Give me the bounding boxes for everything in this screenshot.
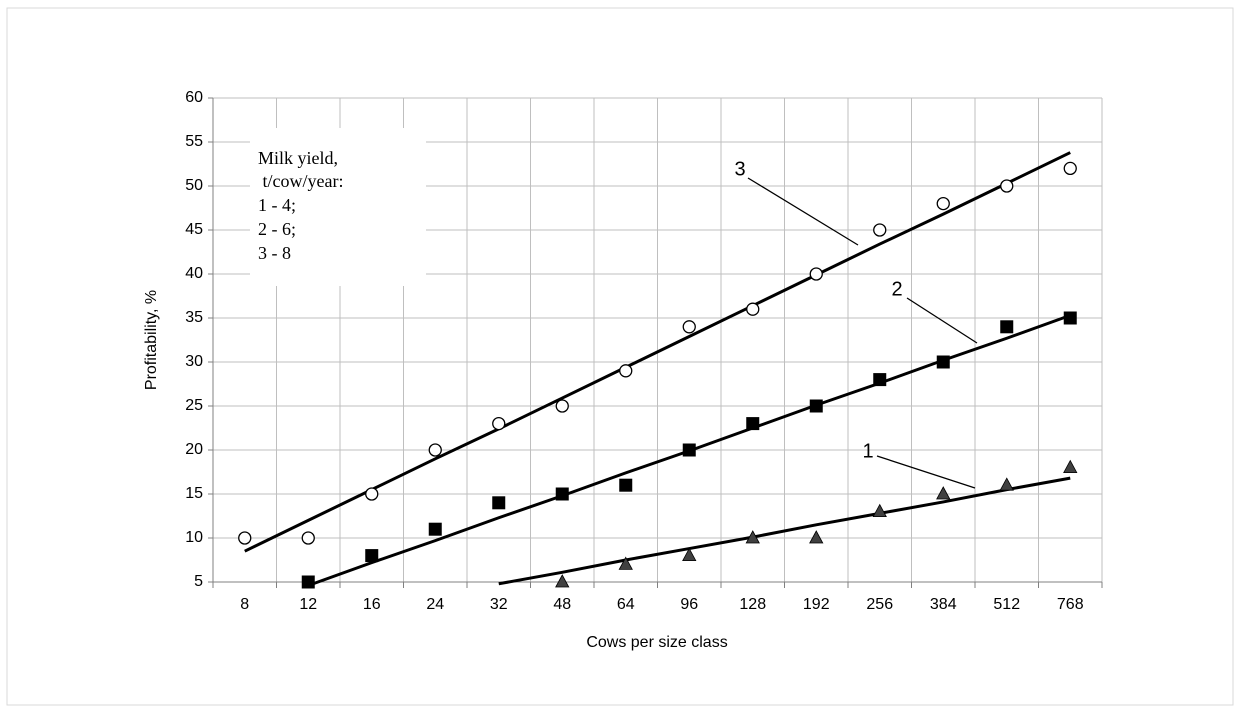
y-tick-label: 40 [185, 265, 203, 282]
annotation-leader [906, 297, 978, 344]
chart-border [6, 7, 1234, 706]
y-tick-label: 55 [185, 133, 203, 150]
marker [619, 364, 633, 378]
marker [1063, 459, 1078, 473]
marker [238, 531, 252, 545]
y-tick-label: 35 [185, 309, 203, 326]
marker [492, 496, 506, 510]
marker [428, 443, 442, 457]
marker [555, 487, 569, 501]
marker [618, 556, 633, 570]
x-tick-label: 24 [426, 596, 444, 613]
legend-text: t/cow/year: [258, 171, 343, 191]
trend-line [244, 151, 1071, 553]
trend-line [498, 476, 1071, 586]
marker [809, 267, 823, 281]
marker [301, 531, 315, 545]
x-tick-label: 32 [490, 596, 508, 613]
marker [936, 355, 950, 369]
marker [746, 302, 760, 316]
y-tick-label: 30 [185, 353, 203, 370]
y-tick-label: 50 [185, 177, 203, 194]
marker [745, 530, 760, 544]
annotation-leader [747, 177, 859, 246]
annotation-leader [876, 455, 976, 489]
marker [872, 503, 887, 517]
legend-text: 2 - 6; [258, 219, 296, 239]
x-tick-label: 64 [617, 596, 635, 613]
x-tick-label: 384 [930, 596, 957, 613]
marker [936, 486, 951, 500]
x-tick-label: 768 [1057, 596, 1084, 613]
x-tick-label: 8 [240, 596, 249, 613]
x-tick-label: 192 [803, 596, 830, 613]
x-tick-label: 96 [680, 596, 698, 613]
x-tick-label: 12 [299, 596, 317, 613]
annotation-label: 2 [891, 278, 902, 300]
y-tick-label: 60 [185, 89, 203, 106]
marker [1063, 311, 1077, 325]
y-tick-label: 5 [194, 573, 203, 590]
y-tick-label: 25 [185, 397, 203, 414]
marker [619, 478, 633, 492]
annotation-label: 1 [862, 440, 873, 462]
marker [555, 399, 569, 413]
x-axis-title: Cows per size class [586, 634, 727, 651]
marker [428, 522, 442, 536]
marker [555, 574, 570, 588]
marker [873, 223, 887, 237]
marker [999, 477, 1014, 491]
x-tick-label: 256 [866, 596, 893, 613]
y-tick-label: 15 [185, 485, 203, 502]
x-tick-label: 512 [993, 596, 1020, 613]
marker [492, 416, 506, 431]
marker [682, 320, 696, 334]
legend-box [250, 128, 426, 286]
marker [1063, 161, 1077, 176]
marker [365, 487, 379, 501]
annotation-label: 3 [734, 158, 745, 180]
legend-text: 3 - 8 [258, 243, 291, 263]
marker [682, 443, 696, 457]
x-tick-label: 48 [553, 596, 571, 613]
marker [1000, 179, 1014, 193]
y-axis-title: Profitability, % [143, 290, 160, 390]
legend-text: Milk yield, [258, 148, 338, 168]
marker [1000, 320, 1014, 334]
x-tick-label: 128 [739, 596, 766, 613]
marker [365, 549, 379, 563]
marker [746, 417, 760, 431]
y-tick-label: 20 [185, 441, 203, 458]
legend-text: 1 - 4; [258, 195, 296, 215]
marker [809, 530, 824, 544]
x-tick-label: 16 [363, 596, 381, 613]
marker [873, 373, 887, 387]
marker [936, 196, 950, 211]
y-tick-label: 10 [185, 529, 203, 546]
marker [809, 399, 823, 413]
marker [682, 547, 697, 561]
marker [301, 575, 315, 589]
y-tick-label: 45 [185, 221, 203, 238]
